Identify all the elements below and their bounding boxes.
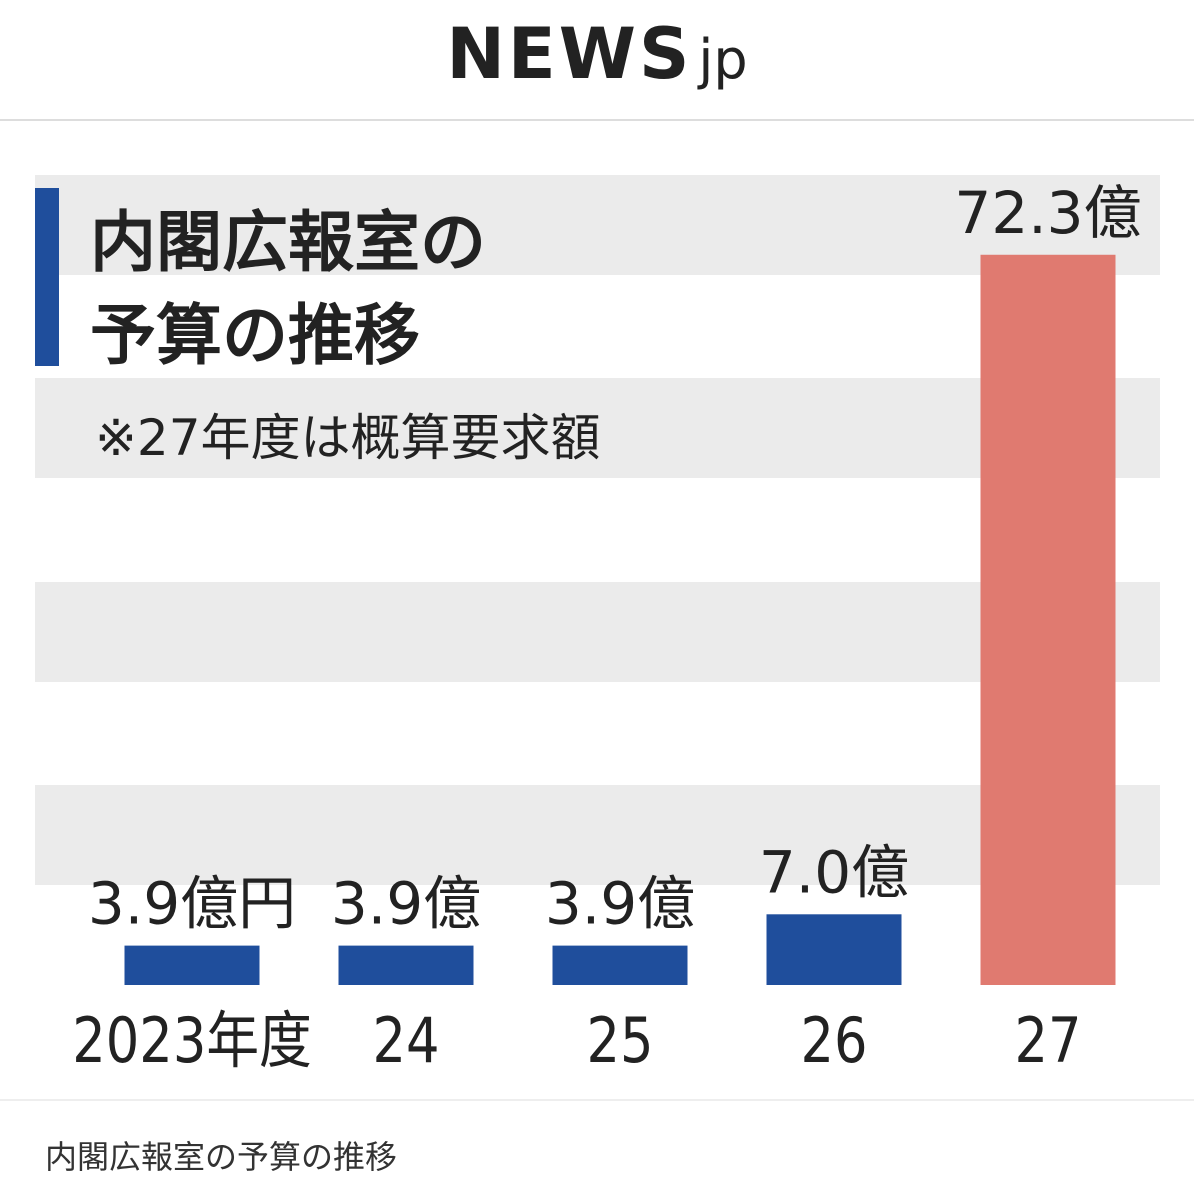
caption: 内閣広報室の予算の推移 (45, 1138, 397, 1176)
bar (124, 945, 260, 985)
x-tick-label: 25 (586, 1005, 653, 1077)
stripe (35, 785, 1160, 885)
logo: NEWS jp (446, 13, 747, 95)
x-tick-label: 2023年度 (72, 1005, 311, 1077)
value-label: 3.9億円 (88, 870, 296, 938)
chart-subtitle: ※27年度は概算要求額 (95, 409, 601, 467)
value-label: 3.9億 (331, 870, 481, 938)
logo-main: NEWS (446, 13, 692, 95)
stripes (35, 175, 1160, 885)
chart-title: 予算の推移 (90, 297, 420, 374)
stripe (35, 582, 1160, 682)
plot: 3.9億円 2023年度 3.9億 24 3.9億 25 7.0億 26 72.3億 27 (72, 179, 1141, 1077)
value-label: 72.3億 (954, 179, 1141, 247)
stripe (35, 175, 1160, 275)
title-accent (35, 188, 59, 366)
x-tick-label: 24 (372, 1005, 439, 1077)
bar (552, 945, 688, 985)
bar (766, 914, 902, 985)
x-tick-label: 27 (1014, 1005, 1081, 1077)
stripe (35, 378, 1160, 478)
value-label: 3.9億 (545, 870, 695, 938)
chart-title: 内閣広報室の (90, 204, 486, 281)
logo-suffix: jp (697, 28, 747, 91)
bar (338, 945, 474, 985)
bar (980, 254, 1116, 985)
value-label: 7.0億 (759, 838, 909, 906)
x-tick-label: 26 (800, 1005, 867, 1077)
